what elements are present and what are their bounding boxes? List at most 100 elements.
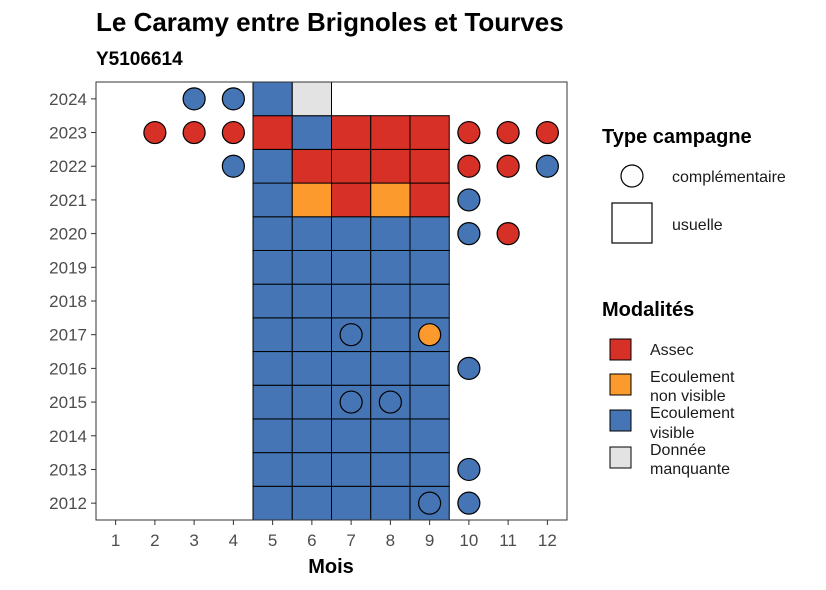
cell-2022-8-assec	[370, 148, 411, 184]
cell-2012-6-ecoulement-visible	[291, 485, 332, 521]
point-2023-12-assec	[535, 120, 559, 145]
cell-2024-5-ecoulement-visible	[252, 81, 293, 117]
y-tick-label: 2024	[49, 90, 87, 109]
cell-2012-8-ecoulement-visible	[370, 485, 411, 521]
legend-type-campagne-title: Type campagne	[602, 126, 752, 148]
x-axis: 1 2 3 4 5 6 7 8 9 10 11 12	[111, 520, 557, 550]
cell-2020-9-ecoulement-visible	[409, 216, 450, 251]
cell-2023-6-ecoulement-visible	[291, 115, 332, 150]
cell-2015-6-ecoulement-visible	[291, 384, 332, 420]
cell-2018-8-ecoulement-visible	[370, 283, 411, 319]
y-tick-label: 2018	[49, 292, 87, 311]
y-tick-label: 2023	[49, 124, 87, 143]
cell-2020-7-ecoulement-visible	[331, 216, 372, 251]
cell-2018-6-ecoulement-visible	[291, 283, 332, 319]
chart-subtitle: Y5106614	[96, 49, 183, 70]
legend-swatch-ecoulement-non-visible	[609, 373, 632, 396]
cell-2021-5-ecoulement-visible	[252, 182, 293, 218]
cell-2019-7-ecoulement-visible	[331, 249, 372, 285]
legend-ecoulement-non-visible-line2: non visible	[650, 388, 726, 405]
x-tick-label: 4	[229, 531, 238, 550]
x-axis-title: Mois	[308, 556, 354, 578]
point-2023-4-assec	[221, 120, 245, 145]
cell-2020-6-ecoulement-visible	[291, 216, 332, 251]
cell-2015-9-ecoulement-visible	[409, 384, 450, 420]
legend-donnee-manquante-line2: manquante	[650, 461, 730, 478]
point-2022-11-assec	[496, 154, 520, 178]
point-2024-3-ecoulement-visible	[182, 87, 206, 111]
cell-2017-5-ecoulement-visible	[252, 317, 293, 353]
x-tick-label: 8	[386, 531, 395, 550]
cell-2023-5-assec	[252, 115, 293, 150]
y-tick-label: 2019	[49, 258, 87, 277]
cell-2023-8-assec	[370, 115, 411, 150]
x-tick-label: 2	[150, 531, 159, 550]
cell-2014-7-ecoulement-visible	[331, 418, 372, 454]
x-tick-label: 10	[459, 531, 478, 550]
cell-2019-9-ecoulement-visible	[409, 249, 450, 285]
point-2017-9-ecoulement-non-visible	[418, 323, 442, 347]
point-2012-10-ecoulement-visible	[457, 491, 481, 515]
legend-type-campagne: Type campagne complémentaire usuelle	[602, 126, 786, 244]
point-2022-12-ecoulement-visible	[535, 154, 559, 178]
cell-2016-6-ecoulement-visible	[291, 351, 332, 386]
x-tick-label: 5	[268, 531, 277, 550]
cell-2012-7-ecoulement-visible	[331, 485, 372, 521]
cell-2022-5-ecoulement-visible	[252, 148, 293, 184]
cell-2019-5-ecoulement-visible	[252, 249, 293, 285]
y-tick-label: 2012	[49, 494, 87, 513]
legend-circle-swatch	[620, 164, 644, 188]
cell-2017-6-ecoulement-visible	[291, 317, 332, 353]
legend-ecoulement-visible-line1: Ecoulement	[650, 405, 735, 422]
point-2020-11-assec	[496, 222, 520, 246]
chart-title: Le Caramy entre Brignoles et Tourves	[96, 7, 564, 37]
cell-2018-5-ecoulement-visible	[252, 283, 293, 319]
cell-2022-9-assec	[409, 148, 450, 184]
point-2020-10-ecoulement-visible	[457, 222, 481, 246]
point-2016-10-ecoulement-visible	[457, 356, 481, 380]
legend-ecoulement-non-visible-line1: Ecoulement	[650, 369, 735, 386]
cell-2013-8-ecoulement-visible	[370, 452, 411, 487]
cell-2021-9-assec	[409, 182, 450, 218]
cell-2015-5-ecoulement-visible	[252, 384, 293, 420]
legend-modalites: Modalités Assec Ecoulement non visible E…	[602, 299, 735, 478]
point-2023-11-assec	[496, 120, 520, 145]
x-tick-label: 6	[307, 531, 316, 550]
x-tick-label: 7	[346, 531, 355, 550]
y-tick-label: 2013	[49, 460, 87, 479]
cell-2013-9-ecoulement-visible	[409, 452, 450, 487]
cell-2021-8-ecoulement-non-visible	[370, 182, 411, 218]
cell-2013-5-ecoulement-visible	[252, 452, 293, 487]
x-tick-label: 9	[425, 531, 434, 550]
usuelle-cells	[252, 81, 450, 521]
cell-2016-5-ecoulement-visible	[252, 351, 293, 386]
point-2017-7-ecoulement-visible	[339, 323, 363, 347]
legend-donnee-manquante-line1: Donnée	[650, 442, 706, 459]
cell-2021-7-assec	[331, 182, 372, 218]
legend-assec-label: Assec	[650, 342, 694, 359]
cell-2014-5-ecoulement-visible	[252, 418, 293, 454]
cell-2020-8-ecoulement-visible	[370, 216, 411, 251]
cell-2014-6-ecoulement-visible	[291, 418, 332, 454]
y-tick-label: 2022	[49, 157, 87, 176]
point-2012-9-ecoulement-visible	[418, 491, 442, 515]
point-2023-2-assec	[143, 120, 167, 145]
legend-swatch-donnee-manquante	[609, 446, 632, 469]
cell-2014-8-ecoulement-visible	[370, 418, 411, 454]
y-tick-label: 2020	[49, 225, 87, 244]
complementaire-dots	[143, 87, 559, 515]
cell-2021-6-ecoulement-non-visible	[291, 182, 332, 218]
y-tick-label: 2017	[49, 326, 87, 345]
x-tick-label: 12	[538, 531, 557, 550]
legend-complementaire-label: complémentaire	[672, 169, 786, 186]
legend-square-swatch	[611, 202, 653, 244]
legend-modalites-title: Modalités	[602, 299, 694, 321]
cell-2014-9-ecoulement-visible	[409, 418, 450, 454]
point-2015-7-ecoulement-visible	[339, 390, 363, 414]
cell-2016-8-ecoulement-visible	[370, 351, 411, 386]
point-2024-4-ecoulement-visible	[221, 87, 245, 111]
cell-2012-5-ecoulement-visible	[252, 485, 293, 521]
y-tick-label: 2014	[49, 427, 87, 446]
x-tick-label: 11	[499, 531, 517, 550]
